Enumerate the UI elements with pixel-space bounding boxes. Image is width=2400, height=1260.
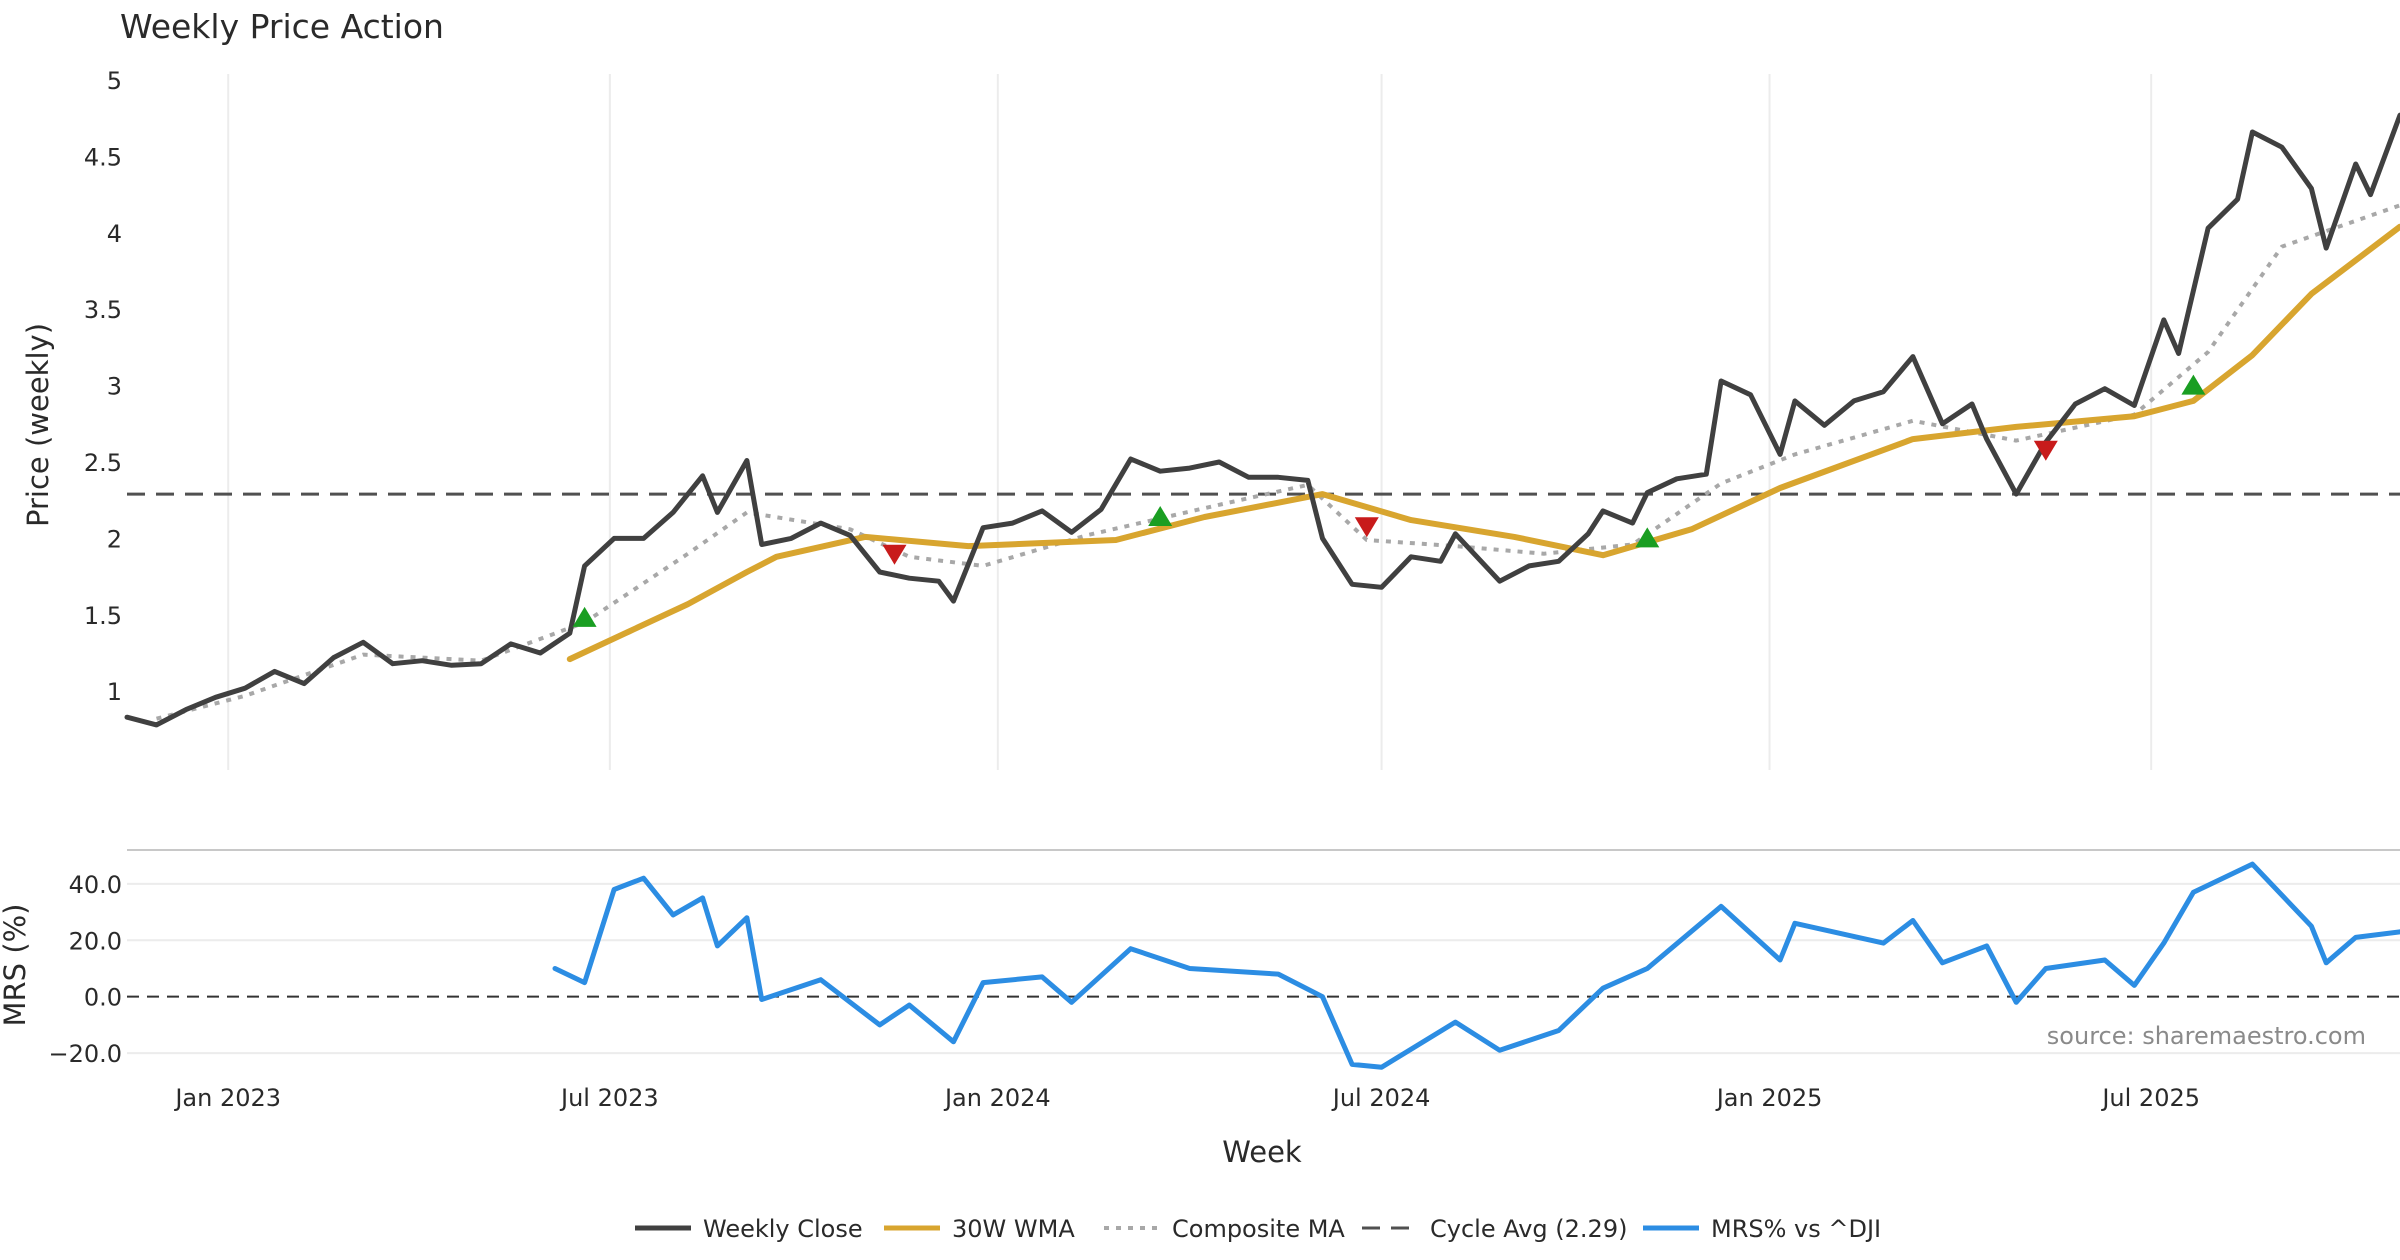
signal-markers <box>572 374 2206 627</box>
mrs-series <box>552 861 2400 1070</box>
sell-signal-marker <box>2033 440 2058 461</box>
mrs-gridlines <box>127 882 2400 1055</box>
mrs-line <box>552 861 2400 1070</box>
x-axis-ticks: Jan 2023 Jul 2023 Jan 2024 Jul 2024 Jan 2025… <box>173 1084 2200 1112</box>
price-y-axis-label: Price (weekly) <box>21 323 55 527</box>
price-panel: 1 1.5 2 2.5 3 3.5 4 4.5 5 Price (weekly) <box>21 67 2400 770</box>
buy-signal-marker <box>2181 374 2206 395</box>
x-tick-label: Jul 2025 <box>2100 1084 2200 1112</box>
mrs-y-axis-label: MRS (%) <box>0 904 32 1027</box>
legend: Weekly Close 30W WMA Composite MA Cycle Avg… <box>635 1215 1881 1243</box>
x-tick-label: Jul 2023 <box>559 1084 659 1112</box>
mrs-y-tick-label: −20.0 <box>48 1040 122 1068</box>
mrs-y-tick-label: 0.0 <box>84 984 122 1012</box>
legend-label: Weekly Close <box>703 1215 863 1243</box>
x-tick-label: Jul 2024 <box>1331 1084 1431 1112</box>
mrs-panel: 40.0 20.0 0.0 −20.0 MRS (%) source: sharema… <box>0 849 2400 1070</box>
x-axis-label: Week <box>1222 1135 1302 1169</box>
price-y-tick-label: 1.5 <box>84 602 122 630</box>
mrs-y-tick-label: 20.0 <box>69 927 122 955</box>
price-y-tick-label: 3 <box>107 373 122 401</box>
price-y-tick-label: 1 <box>107 678 122 706</box>
price-gridlines <box>227 74 2153 770</box>
price-y-tick-label: 2.5 <box>84 449 122 477</box>
price-y-ticks: 1 1.5 2 2.5 3 3.5 4 4.5 5 <box>84 67 122 706</box>
price-y-tick-label: 5 <box>107 67 122 95</box>
buy-signal-marker <box>572 606 597 627</box>
mrs-y-tick-label: 40.0 <box>69 871 122 899</box>
weekly-close-line <box>124 112 2400 728</box>
legend-label: Cycle Avg (2.29) <box>1430 1215 1627 1243</box>
legend-label: Composite MA <box>1172 1215 1345 1243</box>
legend-label: MRS% vs ^DJI <box>1711 1215 1881 1243</box>
price-series <box>124 112 2400 728</box>
buy-signal-marker <box>1148 506 1173 526</box>
x-tick-label: Jan 2024 <box>943 1084 1051 1112</box>
x-tick-label: Jan 2025 <box>1715 1084 1823 1112</box>
buy-signal-marker <box>1635 527 1660 548</box>
mrs-y-ticks: 40.0 20.0 0.0 −20.0 <box>48 871 122 1068</box>
chart-title: Weekly Price Action <box>120 7 444 46</box>
price-y-tick-label: 2 <box>107 525 122 553</box>
price-y-tick-label: 4.5 <box>84 143 122 171</box>
source-credit: source: sharemaestro.com <box>2047 1022 2366 1050</box>
price-y-tick-label: 4 <box>107 220 122 248</box>
sell-signal-marker <box>882 544 907 565</box>
composite-ma-line <box>155 203 2400 721</box>
sell-signal-marker <box>1354 517 1379 538</box>
price-y-tick-label: 3.5 <box>84 296 122 324</box>
legend-label: 30W WMA <box>952 1215 1075 1243</box>
x-tick-label: Jan 2023 <box>173 1084 281 1112</box>
wma-30w-line <box>566 223 2400 663</box>
